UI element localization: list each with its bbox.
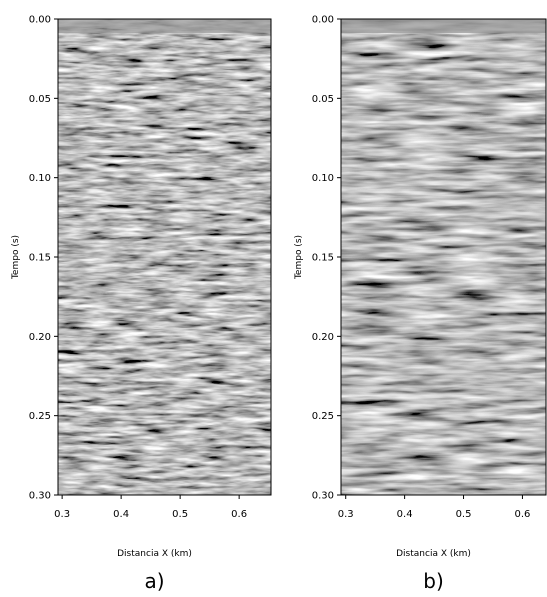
x-tick-label: 0.4 [113,509,129,520]
x-axis-title: Distancia X (km) [117,549,192,559]
y-tick-label: 0.05 [312,94,334,105]
x-tick-label: 0.6 [231,509,247,520]
y-tick-label: 0.10 [312,173,334,184]
top-mute [341,19,546,33]
y-axis-title: Tempo (s) [11,235,21,280]
seismic-image [58,19,271,495]
y-tick-label: 0.00 [312,15,334,26]
top-mute [58,19,271,33]
y-tick-label: 0.10 [29,173,51,184]
y-tick-label: 0.05 [29,94,51,105]
x-tick-label: 0.5 [456,509,472,520]
y-tick-label: 0.25 [29,411,51,422]
x-axis-title: Distancia X (km) [396,549,471,559]
x-tick-label: 0.4 [397,509,413,520]
panel-label: a) [144,569,164,593]
seismic-image [341,19,546,495]
y-tick-label: 0.25 [312,411,334,422]
y-tick-label: 0.30 [312,491,334,502]
y-tick-label: 0.30 [29,491,51,502]
x-tick-label: 0.5 [172,509,188,520]
y-axis-title: Tempo (s) [294,235,304,280]
y-tick-label: 0.20 [312,332,334,343]
x-tick-label: 0.6 [514,509,530,520]
y-tick-label: 0.15 [29,253,51,264]
x-tick-label: 0.3 [338,509,354,520]
y-tick-label: 0.15 [312,253,334,264]
y-tick-label: 0.20 [29,332,51,343]
panel-label: b) [423,569,444,593]
y-tick-label: 0.00 [29,15,51,26]
x-tick-label: 0.3 [54,509,70,520]
